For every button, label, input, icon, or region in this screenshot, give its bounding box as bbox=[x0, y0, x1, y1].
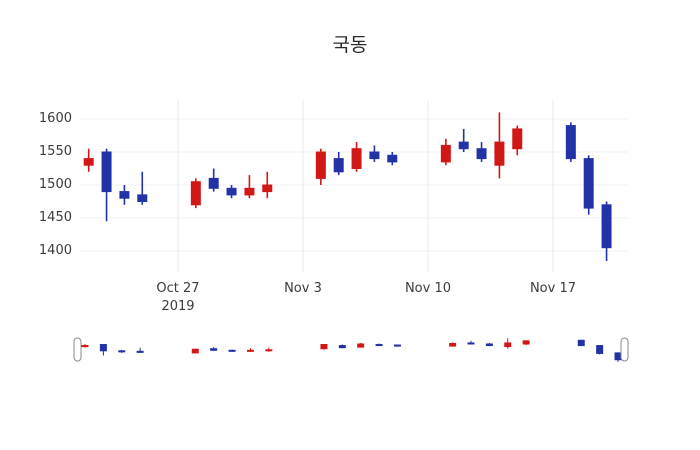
rangeslider-handle-right[interactable] bbox=[620, 337, 629, 362]
rangeslider-handle-left[interactable] bbox=[73, 337, 82, 362]
candle bbox=[136, 347, 144, 353]
x-tick-label-text: Nov 3 bbox=[284, 281, 322, 296]
y-tick-label: 1450 bbox=[38, 210, 72, 225]
candle bbox=[522, 340, 530, 346]
candle bbox=[504, 338, 512, 349]
rangeslider-candles bbox=[81, 338, 622, 362]
candle bbox=[99, 343, 107, 356]
candle bbox=[485, 342, 493, 347]
candle bbox=[190, 178, 201, 209]
candle bbox=[458, 128, 469, 152]
x-tick-label: Nov 3 bbox=[284, 280, 322, 298]
candle bbox=[83, 148, 94, 172]
candle bbox=[467, 340, 475, 345]
candle bbox=[387, 152, 398, 166]
candle bbox=[449, 342, 457, 347]
candle bbox=[375, 343, 383, 347]
candle bbox=[476, 142, 487, 162]
x-tick-label: Oct 27 2019 bbox=[156, 280, 199, 316]
candle bbox=[262, 171, 273, 199]
x-tick-label-text: Nov 10 bbox=[404, 281, 451, 296]
candle bbox=[338, 344, 346, 349]
candle bbox=[137, 171, 148, 205]
candle bbox=[393, 344, 401, 347]
candle bbox=[320, 343, 328, 350]
x-tick-label: Nov 10 bbox=[405, 280, 451, 298]
candle bbox=[440, 138, 451, 166]
y-tick-label: 1600 bbox=[38, 111, 72, 126]
candle bbox=[228, 349, 236, 352]
candle bbox=[369, 145, 380, 162]
gridlines bbox=[80, 100, 628, 272]
candle bbox=[210, 347, 218, 351]
candle bbox=[577, 339, 585, 347]
candle bbox=[101, 148, 112, 222]
candle bbox=[118, 349, 126, 353]
rangeslider[interactable] bbox=[73, 337, 629, 362]
main-candles bbox=[83, 112, 612, 261]
candle bbox=[208, 168, 219, 192]
candle bbox=[81, 343, 89, 348]
x-tick-label-text: Oct 27 bbox=[156, 281, 200, 296]
candle bbox=[244, 175, 255, 199]
rangeslider-handles[interactable] bbox=[73, 337, 629, 362]
x-tick-sublabel-text: 2019 bbox=[161, 299, 195, 314]
candle bbox=[333, 152, 344, 176]
candle bbox=[583, 155, 594, 215]
candle bbox=[351, 142, 362, 172]
y-tick-label: 1400 bbox=[38, 243, 72, 258]
candle bbox=[512, 125, 523, 156]
candle bbox=[614, 352, 622, 362]
candle bbox=[357, 342, 365, 348]
candle bbox=[601, 201, 612, 261]
chart-title: 국동 bbox=[332, 34, 368, 56]
candle bbox=[494, 112, 505, 179]
candle bbox=[315, 148, 326, 185]
candle bbox=[596, 345, 604, 355]
candle bbox=[119, 185, 130, 205]
candle bbox=[565, 122, 576, 162]
y-tick-label: 1550 bbox=[38, 144, 72, 159]
x-tick-label: Nov 17 bbox=[530, 280, 576, 298]
candle bbox=[265, 347, 273, 352]
y-tick-label: 1500 bbox=[38, 177, 72, 192]
candle bbox=[246, 348, 254, 352]
x-tick-label-text: Nov 17 bbox=[529, 281, 576, 296]
candle bbox=[191, 348, 199, 354]
candle bbox=[226, 185, 237, 199]
